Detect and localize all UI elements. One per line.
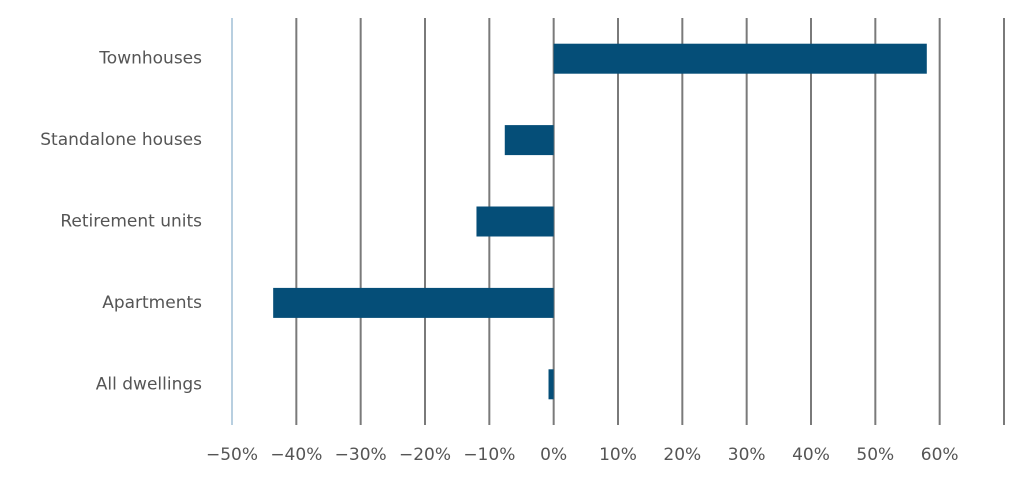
x-tick-label: −50% — [206, 445, 258, 465]
x-tick-label: 40% — [792, 445, 830, 465]
x-tick-label: −10% — [463, 445, 515, 465]
x-tick-label: −40% — [270, 445, 322, 465]
bar — [553, 43, 927, 74]
x-tick-label: 60% — [921, 445, 959, 465]
bar — [504, 125, 554, 156]
y-tick-label: Townhouses — [98, 49, 202, 69]
x-tick-label: −30% — [335, 445, 387, 465]
bar — [548, 369, 554, 400]
bar — [476, 206, 554, 237]
bar — [273, 287, 554, 318]
x-tick-label: 0% — [540, 445, 567, 465]
y-tick-label: Retirement units — [60, 212, 202, 232]
x-tick-label: −20% — [399, 445, 451, 465]
x-tick-label: 10% — [599, 445, 637, 465]
x-tick-label: 20% — [663, 445, 701, 465]
x-tick-label: 30% — [728, 445, 766, 465]
x-tick-label: 50% — [856, 445, 894, 465]
y-tick-label: Standalone houses — [40, 130, 202, 150]
y-tick-label: Apartments — [102, 293, 202, 313]
y-tick-label: All dwellings — [96, 374, 202, 394]
